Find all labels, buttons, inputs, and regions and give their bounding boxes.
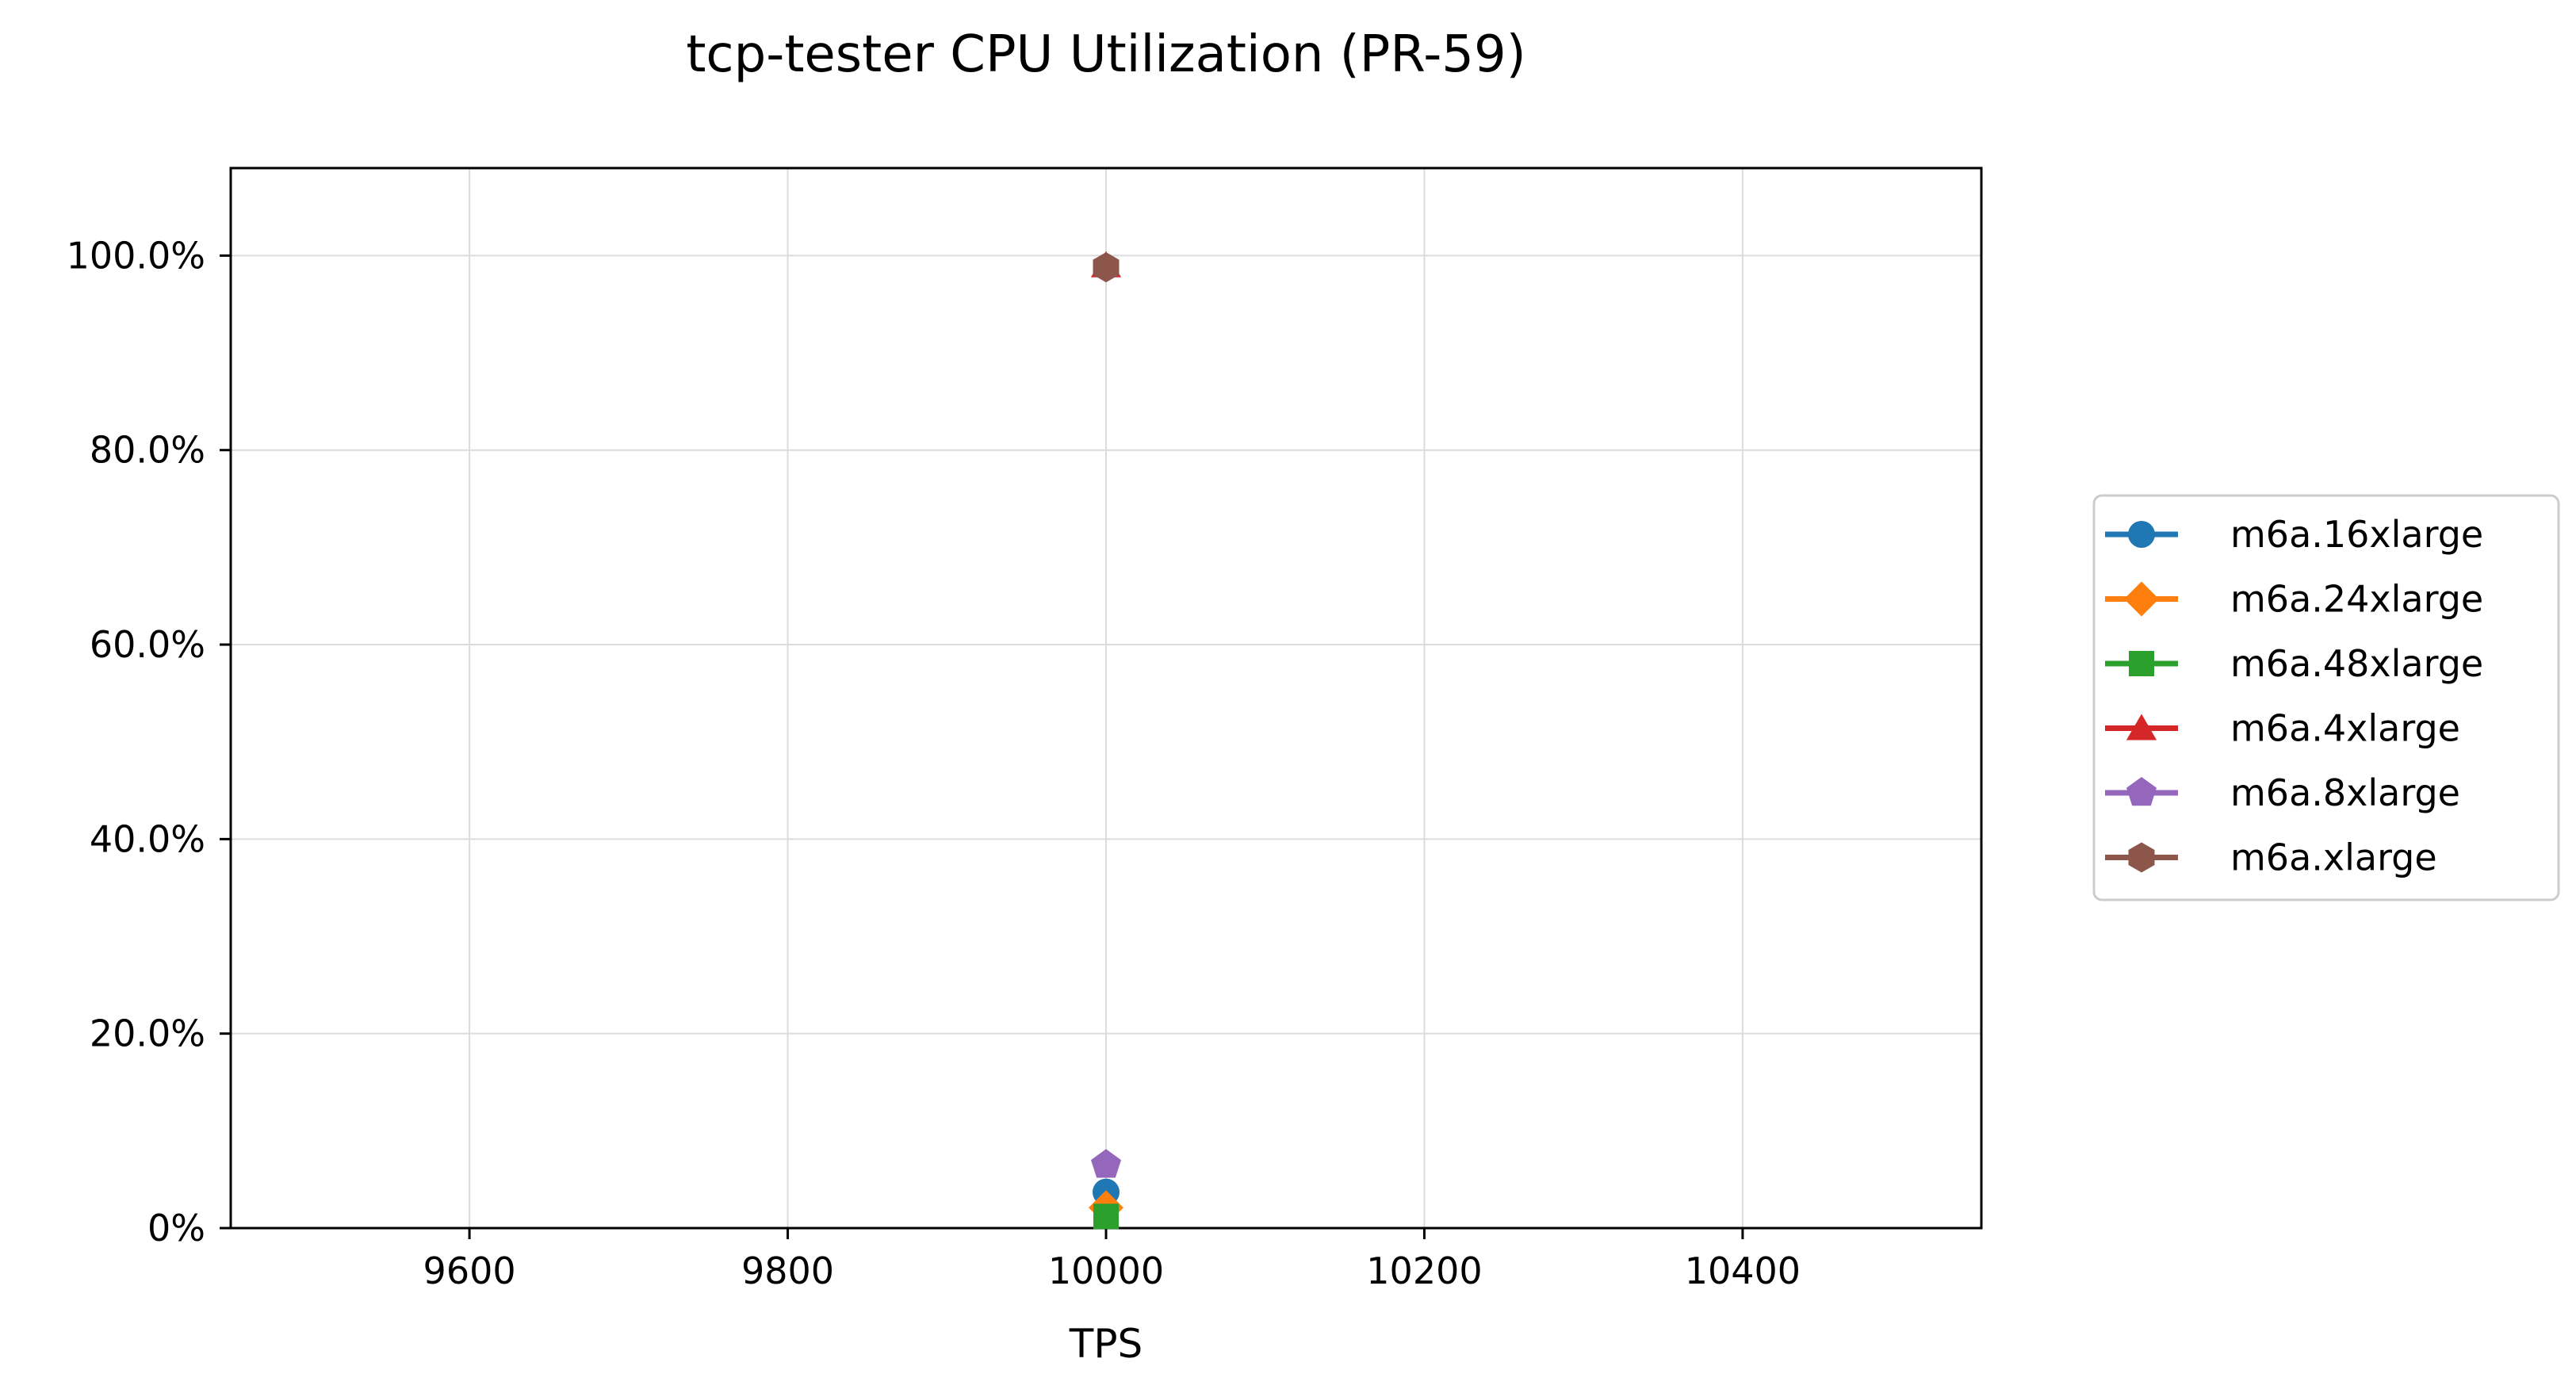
y-tick-label: 60.0% bbox=[90, 623, 205, 666]
legend-marker-m6a.24xlarge bbox=[2124, 581, 2159, 617]
legend-label: m6a.24xlarge bbox=[2230, 578, 2483, 621]
legend-label: m6a.16xlarge bbox=[2230, 513, 2483, 556]
data-markers bbox=[1089, 251, 1123, 1230]
legend-entry: m6a.48xlarge bbox=[2105, 642, 2483, 685]
chart-title: tcp-tester CPU Utilization (PR-59) bbox=[686, 25, 1525, 84]
y-tick-label: 20.0% bbox=[90, 1012, 205, 1055]
legend-entry: m6a.24xlarge bbox=[2105, 578, 2483, 621]
axis-ticks: 9600 9800 10000 10200 10400 0% 20.0% 40.0% 60.0%… bbox=[67, 234, 1801, 1292]
x-tick-label: 10000 bbox=[1048, 1249, 1164, 1292]
x-tick-label: 9800 bbox=[741, 1249, 834, 1292]
y-tick-label: 80.0% bbox=[90, 429, 205, 472]
data-point-m6a.48xlarge bbox=[1093, 1204, 1119, 1230]
legend: m6a.16xlarge m6a.24xlarge m6a.48xlarge m6a.… bbox=[2092, 494, 2560, 901]
legend-entry: m6a.xlarge bbox=[2105, 836, 2437, 879]
x-tick-label: 9600 bbox=[423, 1249, 516, 1292]
legend-label: m6a.4xlarge bbox=[2230, 707, 2460, 750]
legend-items: m6a.16xlarge m6a.24xlarge m6a.48xlarge m6a.… bbox=[2105, 513, 2483, 879]
legend-marker-m6a.xlarge bbox=[2128, 842, 2155, 873]
data-point-m6a.8xlarge bbox=[1091, 1149, 1121, 1178]
y-tick-label: 0% bbox=[147, 1207, 205, 1249]
x-tick-label: 10400 bbox=[1685, 1249, 1801, 1292]
legend-marker-m6a.48xlarge bbox=[2129, 651, 2154, 676]
data-point-m6a.xlarge bbox=[1093, 252, 1120, 283]
legend-label: m6a.8xlarge bbox=[2230, 771, 2460, 814]
x-tick-label: 10200 bbox=[1366, 1249, 1482, 1292]
legend-marker-m6a.8xlarge bbox=[2126, 777, 2157, 806]
x-axis-label: TPS bbox=[1069, 1321, 1143, 1367]
legend-label: m6a.xlarge bbox=[2230, 836, 2437, 879]
y-tick-label: 100.0% bbox=[67, 234, 205, 277]
legend-entry: m6a.4xlarge bbox=[2105, 707, 2460, 750]
legend-marker-m6a.4xlarge bbox=[2126, 714, 2157, 741]
legend-entry: m6a.8xlarge bbox=[2105, 771, 2460, 814]
y-tick-label: 40.0% bbox=[90, 817, 205, 860]
legend-marker-m6a.16xlarge bbox=[2128, 521, 2155, 548]
legend-entry: m6a.16xlarge bbox=[2105, 513, 2483, 556]
legend-label: m6a.48xlarge bbox=[2230, 642, 2483, 685]
legend-box bbox=[2092, 494, 2560, 901]
